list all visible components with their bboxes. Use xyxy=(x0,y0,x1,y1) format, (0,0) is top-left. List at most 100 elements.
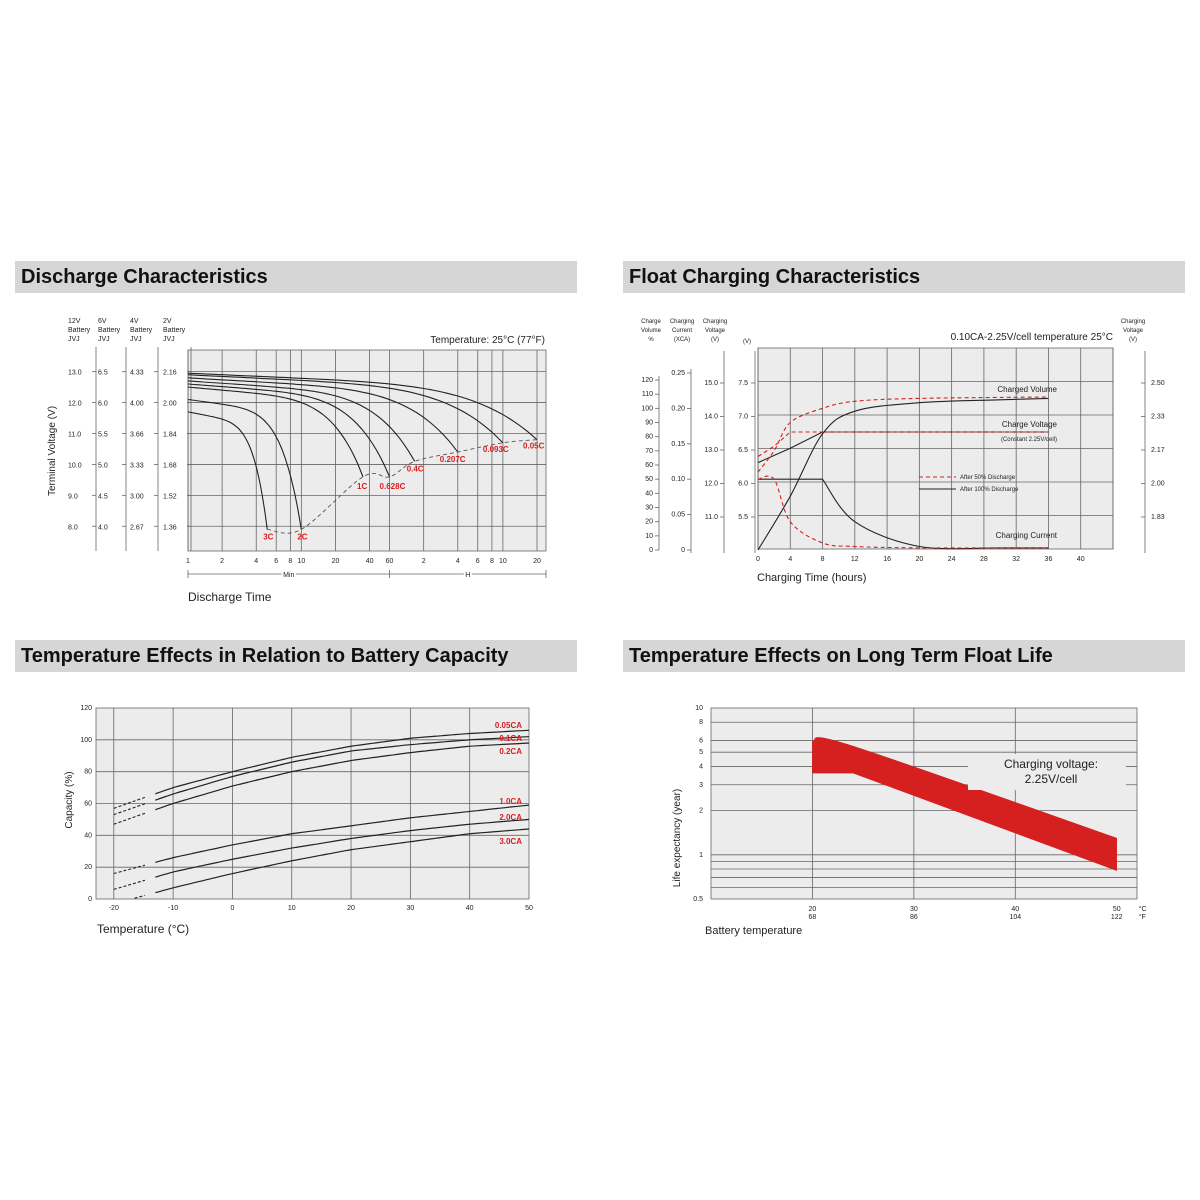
capacity-curve-0.1CA xyxy=(155,736,530,801)
discharge-curve-0.4C xyxy=(187,380,416,462)
float-current-tick-label: 0.15 xyxy=(671,441,685,448)
discharge-y-tick-label: 11.0 xyxy=(68,431,81,438)
discharge-y-tick-label: 9.0 xyxy=(68,493,78,500)
capacity-curve-0.05CA xyxy=(155,729,530,795)
discharge-axis-header: JVJ xyxy=(130,336,142,343)
discharge-x-tick-label: 60 xyxy=(386,558,394,565)
discharge-x-tick-label: 20 xyxy=(332,558,340,565)
discharge-series-label: 0.207C xyxy=(440,455,466,464)
life-y-tick-label: 3 xyxy=(699,782,703,789)
float-voltage6-tick-label: 6.0 xyxy=(738,481,748,488)
float-volume-tick-label: 50 xyxy=(645,476,653,483)
discharge-curve-1C xyxy=(187,386,364,478)
discharge-axis-header: 12V xyxy=(68,318,81,325)
capacity-series-label: 0.1CA xyxy=(499,734,522,743)
discharge-x-tick-label: 4 xyxy=(254,558,258,565)
discharge-curve-0.628C xyxy=(187,383,391,478)
discharge-y-tick-label: 1.84 xyxy=(163,431,177,438)
float-voltage12-tick-label: 11.0 xyxy=(705,514,718,521)
float-current-tick-label: 0.20 xyxy=(671,405,685,412)
discharge-chart: 12VBatteryJVJ13.012.011.010.09.08.06VBat… xyxy=(47,318,547,604)
life-unit-f: °F xyxy=(1139,913,1146,921)
life-expectancy-band xyxy=(812,737,1117,871)
capacity-y-tick-label: 0 xyxy=(88,896,92,903)
discharge-y-tick-label: 3.00 xyxy=(130,493,144,500)
float-life-title: Temperature Effects on Long Term Float L… xyxy=(623,640,1185,672)
discharge-panel: Discharge Characteristics 12V Battery JVJ 1… xyxy=(15,261,577,611)
float-axis-header: Charging xyxy=(703,319,727,325)
float-axis-header: Charging xyxy=(1121,319,1145,325)
discharge-y-tick-label: 8.0 xyxy=(68,524,78,531)
life-x-tick-label-f: 86 xyxy=(910,914,918,921)
float-charging-chart: Charge Volume% Charging Current (XCA) Chargin… xyxy=(641,319,1165,584)
capacity-curve-2.0CA xyxy=(155,818,530,878)
capacity-extrapolation-0.2CA xyxy=(113,812,146,825)
capacity-extrapolation-3.0CA xyxy=(134,894,146,899)
float-current-tick-label: 0.05 xyxy=(671,512,685,519)
discharge-axis-header: Battery xyxy=(68,327,91,334)
capacity-series-label: 0.05CA xyxy=(495,721,522,730)
discharge-h-label: H xyxy=(465,572,470,579)
capacity-series-label: 3.0CA xyxy=(499,837,522,846)
capacity-curve-3.0CA xyxy=(155,828,530,894)
float-x-tick-label: 0 xyxy=(756,556,760,563)
temp-capacity-chart: -20 -10 0 10 20 30 40 50 120 100 80 60 40 20 0 Capacity… xyxy=(64,705,533,936)
discharge-curve-3C xyxy=(187,411,268,530)
discharge-temperature-note: Temperature: 25°C (77°F) xyxy=(430,335,545,346)
discharge-axis-header: 6V xyxy=(98,318,107,325)
float-volume-tick-label: 100 xyxy=(641,405,653,412)
life-x-tick-label-c: 50 xyxy=(1113,906,1121,913)
float-axis-header: (XCA) xyxy=(674,337,690,343)
float-right-tick-label: 2.00 xyxy=(1151,481,1165,488)
discharge-plot-area xyxy=(187,349,547,552)
capacity-curve-1.0CA xyxy=(155,804,530,863)
life-y-tick-label: 2 xyxy=(699,808,703,815)
float-x-tick-label: 8 xyxy=(821,556,825,563)
discharge-axis-header: 4V xyxy=(130,318,139,325)
float-volume-tick-label: 30 xyxy=(645,505,653,512)
discharge-y-tick-label: 5.5 xyxy=(98,431,108,438)
float-label-charge-voltage: Charge Voltage xyxy=(1002,420,1058,429)
discharge-y-tick-label: 13.0 xyxy=(68,370,82,377)
capacity-y-tick-label: 20 xyxy=(84,864,92,871)
float-voltage6-tick-label: 7.0 xyxy=(738,414,748,421)
float-axis-header: (V) xyxy=(711,337,719,343)
float-x-tick-label: 40 xyxy=(1077,556,1085,563)
float-right-tick-label: 2.33 xyxy=(1151,414,1165,421)
discharge-x-tick-label: 8 xyxy=(490,558,494,565)
capacity-extrapolation-0.05CA xyxy=(113,796,146,809)
float-current-tick-label: 0.10 xyxy=(671,476,685,483)
float-axis-header: (V) xyxy=(743,339,751,345)
discharge-curve-0.207C xyxy=(187,377,459,453)
capacity-x-tick-label: 30 xyxy=(406,905,414,912)
discharge-x-tick-label: 4 xyxy=(456,558,460,565)
discharge-curve-0.093C xyxy=(187,374,504,444)
float-volume-tick-label: 60 xyxy=(645,462,653,469)
capacity-x-tick-label: 20 xyxy=(347,905,355,912)
discharge-y-tick-label: 1.36 xyxy=(163,524,177,531)
life-y-tick-label: 4 xyxy=(699,763,703,770)
discharge-axis-header: JVJ xyxy=(163,336,175,343)
discharge-axis-header: Battery xyxy=(98,327,121,334)
float-voltage6-tick-label: 5.5 xyxy=(738,514,748,521)
discharge-y-tick-label: 4.33 xyxy=(130,370,144,377)
float-axis-header: Charging xyxy=(670,319,694,325)
capacity-extrapolation-0.1CA xyxy=(113,803,146,816)
float-x-tick-label: 24 xyxy=(948,556,956,563)
capacity-x-tick-label: 0 xyxy=(230,905,234,912)
life-y-tick-label: 0.5 xyxy=(693,896,703,903)
discharge-x-tick-label: 40 xyxy=(366,558,374,565)
life-unit-c: °C xyxy=(1139,905,1147,913)
float-current-tick-label: 0 xyxy=(681,547,685,554)
float-voltage6-tick-label: 7.5 xyxy=(738,380,748,387)
discharge-x-tick-label: 6 xyxy=(274,558,278,565)
discharge-y-tick-label: 1.52 xyxy=(163,493,177,500)
capacity-x-tick-label: 40 xyxy=(466,905,474,912)
life-y-tick-label: 5 xyxy=(699,749,703,756)
float-axis-header: Volume xyxy=(641,328,662,334)
float-voltage12-tick-label: 15.0 xyxy=(704,380,718,387)
float-label-constant: (Constant 2.25V/cell) xyxy=(1001,437,1057,443)
float-axis-header: Charge xyxy=(641,319,661,325)
float-volume-tick-label: 110 xyxy=(642,391,653,398)
capacity-x-tick-label: -20 xyxy=(109,905,119,912)
